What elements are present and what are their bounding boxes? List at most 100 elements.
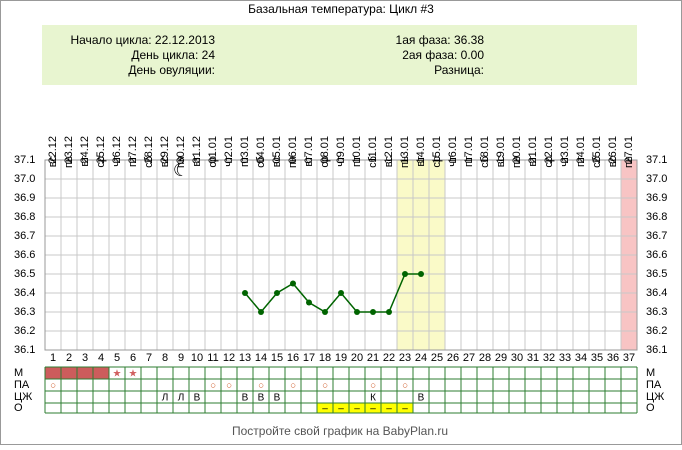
- row-mark: ★: [113, 369, 122, 380]
- y-tick-label-right: 37.0: [646, 173, 667, 185]
- row-mark: –: [338, 404, 344, 415]
- date-label: 15.01: [431, 136, 443, 164]
- y-tick-label: 37.0: [14, 173, 35, 185]
- y-tick-label: 36.3: [14, 306, 35, 318]
- weekday-label: сб: [479, 156, 491, 168]
- row-fill: [397, 403, 413, 413]
- weekday-label: пн: [287, 156, 299, 168]
- date-label: 27.12: [127, 136, 139, 164]
- day-number: 28: [479, 352, 491, 364]
- row-label-right: ПА: [646, 379, 662, 391]
- weekday-label: чт: [111, 156, 123, 167]
- row-label: ПА: [14, 379, 30, 391]
- date-label: 16.01: [447, 136, 459, 164]
- date-label: 13.01: [399, 136, 411, 164]
- day-number: 32: [543, 352, 555, 364]
- row-mark: В: [258, 393, 265, 404]
- row-mark: К: [370, 393, 376, 404]
- weekday-label: сб: [255, 156, 267, 168]
- date-label: 17.01: [463, 136, 475, 164]
- row-mark: Л: [162, 393, 169, 404]
- row-mark: ○: [50, 381, 56, 392]
- temperature-point: [290, 280, 296, 287]
- row-fill: [77, 367, 93, 379]
- date-label: 23.01: [559, 136, 571, 164]
- date-label: 04.01: [255, 136, 267, 164]
- date-label: 26.01: [607, 136, 619, 164]
- date-label: 24.12: [79, 136, 91, 164]
- date-label: 02.01: [223, 136, 235, 164]
- date-label: 30.12: [175, 136, 187, 164]
- row-fill: [333, 403, 349, 413]
- day-number: 3: [82, 352, 88, 364]
- row-mark: –: [354, 404, 360, 415]
- day-number: 18: [319, 352, 331, 364]
- weekday-label: пн: [175, 156, 187, 168]
- temperature-point: [306, 299, 312, 306]
- day-number: 27: [463, 352, 475, 364]
- row-label: О: [14, 402, 23, 414]
- day-number: 4: [98, 352, 104, 364]
- row-mark: В: [418, 393, 425, 404]
- day-number: 5: [114, 352, 120, 364]
- day-number: 15: [271, 352, 283, 364]
- row-label: М: [14, 367, 23, 379]
- date-label: 20.01: [511, 136, 523, 164]
- day-number: 12: [223, 352, 235, 364]
- date-label: 23.12: [63, 136, 75, 164]
- day-number: 37: [623, 352, 635, 364]
- weekday-label: пт: [351, 156, 363, 167]
- row-mark: ○: [322, 381, 328, 392]
- temperature-point: [370, 309, 376, 315]
- day-number: 6: [130, 352, 136, 364]
- day-number: 1: [50, 352, 56, 364]
- temperature-point: [258, 309, 264, 315]
- row-fill: [381, 403, 397, 413]
- row-mark: ○: [258, 381, 264, 392]
- weekday-label: чт: [447, 156, 459, 167]
- y-tick-label: 36.2: [14, 325, 35, 337]
- weekday-label: вт: [303, 156, 315, 167]
- weekday-label: вт: [527, 156, 539, 167]
- temperature-point: [322, 309, 328, 315]
- row-fill: [93, 367, 109, 379]
- row-fill: [45, 367, 61, 379]
- day-number: 33: [559, 352, 571, 364]
- info-right: 2ая фаза: 0.00: [402, 48, 484, 62]
- weekday-label: чт: [559, 156, 571, 167]
- day-number: 14: [255, 352, 267, 364]
- y-tick-label-right: 36.3: [646, 306, 667, 318]
- temperature-point: [402, 271, 408, 277]
- weekday-label: пн: [63, 156, 75, 168]
- row-mark: –: [370, 404, 376, 415]
- plot-border: [44, 159, 638, 351]
- row-label-right: О: [646, 402, 655, 414]
- day-number: 20: [351, 352, 363, 364]
- y-tick-label: 36.8: [14, 211, 35, 223]
- date-label: 25.12: [95, 136, 107, 164]
- y-tick-label-right: 36.9: [646, 192, 667, 204]
- weekday-label: сб: [367, 156, 379, 168]
- date-label: 18.01: [479, 136, 491, 164]
- info-box: [42, 25, 637, 85]
- day-number: 35: [591, 352, 603, 364]
- weekday-label: сб: [143, 156, 155, 168]
- weekday-label: чт: [335, 156, 347, 167]
- temperature-point: [242, 290, 248, 296]
- weekday-label: вс: [607, 156, 619, 168]
- info-right: 1ая фаза: 36.38: [396, 33, 485, 47]
- weekday-label: вс: [271, 156, 283, 168]
- weekday-label: чт: [223, 156, 235, 167]
- day-number: 8: [162, 352, 168, 364]
- day-number: 17: [303, 352, 315, 364]
- y-tick-label-right: 36.6: [646, 249, 667, 261]
- weekday-label: пт: [463, 156, 475, 167]
- temperature-point: [354, 309, 360, 315]
- day-number: 23: [399, 352, 411, 364]
- row-mark: ○: [210, 381, 216, 392]
- date-label: 24.01: [575, 136, 587, 164]
- y-tick-label-right: 36.8: [646, 211, 667, 223]
- y-tick-label-right: 36.4: [646, 287, 667, 299]
- temperature-line: [244, 273, 421, 314]
- row-fill: [365, 403, 381, 413]
